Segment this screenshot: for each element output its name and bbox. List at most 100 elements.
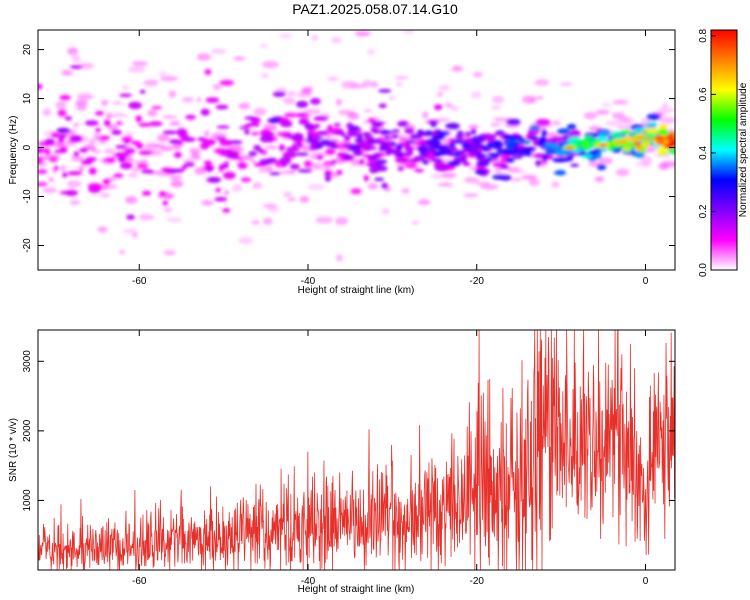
spectrogram-blob: [138, 214, 155, 221]
spectrogram-blob: [363, 145, 377, 151]
spectrogram-blob: [657, 137, 666, 141]
spectrogram-peak-core: [430, 141, 439, 145]
spectrogram-blob: [244, 129, 250, 135]
spectrogram-blob: [143, 79, 159, 87]
spectrogram-blob: [402, 159, 408, 164]
spectrogram-blob: [259, 158, 275, 165]
spectrogram-blob: [250, 159, 257, 164]
spectrogram-blob: [131, 232, 138, 238]
spectrogram-blob: [388, 95, 395, 100]
spectrogram-blob: [451, 152, 462, 157]
spectrogram-blob: [569, 129, 581, 138]
spectrogram-blob: [665, 133, 675, 140]
spectrogram-peak-core: [565, 146, 574, 150]
snr-y-tick-label: 2000: [22, 419, 33, 442]
spectrogram-blob: [449, 106, 460, 111]
spectrogram-blob: [413, 155, 426, 162]
spectrogram-blob: [499, 165, 510, 170]
spectrogram-blob: [285, 146, 300, 152]
spectrogram-blob: [362, 131, 372, 137]
spectrogram-blob: [97, 226, 108, 233]
spectrogram-blob: [169, 121, 181, 126]
spectrogram-blob: [330, 37, 342, 43]
spectrogram-blob: [69, 65, 83, 69]
spectrogram-blob: [640, 118, 651, 124]
spectrogram-blob: [46, 287, 61, 292]
spectrogram-blob: [123, 140, 130, 145]
spectrogram-blob: [435, 145, 445, 150]
spectrogram-blob: [490, 123, 502, 127]
spectrogram-blob: [311, 35, 319, 41]
spectrogram-blob: [620, 129, 632, 135]
spectrogram-blob: [185, 114, 197, 120]
spectrogram-blob: [347, 113, 360, 120]
spectrogram-x-tick-label: -20: [470, 276, 485, 287]
spectrogram-blob: [162, 115, 178, 120]
spectrogram-blob: [84, 120, 99, 126]
snr-x-tick-label: -60: [132, 576, 147, 587]
spectrogram-blob: [240, 177, 252, 183]
spectrogram-blob: [314, 115, 329, 120]
spectrogram-blob: [248, 151, 258, 157]
spectrogram-blob: [215, 187, 221, 193]
spectrogram-blob: [401, 188, 410, 194]
spectrogram-blob: [65, 189, 78, 197]
spectrogram-blob: [133, 161, 145, 165]
spectrogram-blob: [627, 137, 640, 142]
spectrogram-blob: [122, 228, 138, 234]
spectrogram-blob: [550, 144, 561, 149]
spectrogram-blob: [315, 216, 333, 224]
spectrogram-blob: [119, 93, 132, 98]
spectrogram-blob: [521, 95, 537, 104]
spectrogram-blob: [48, 177, 54, 182]
spectrogram-blob: [348, 125, 360, 132]
spectrogram-blob: [430, 158, 444, 163]
spectrogram-blob: [282, 151, 297, 159]
spectrogram-blob: [267, 206, 280, 213]
spectrogram-blob: [196, 53, 211, 61]
spectrogram-blob: [55, 101, 67, 109]
spectrogram-blob: [298, 143, 304, 148]
spectrogram-blob: [204, 130, 210, 138]
spectrogram-blob: [100, 193, 111, 198]
spectrogram-blob: [612, 100, 629, 105]
spectrogram-blob: [644, 122, 658, 127]
spectrogram-blob: [70, 156, 85, 162]
spectrogram-blob: [534, 79, 550, 86]
spectrogram-blob: [173, 151, 182, 158]
spectrogram-blob: [232, 184, 243, 192]
spectrogram-blob: [481, 146, 489, 152]
spectrogram-blob: [295, 112, 310, 118]
spectrogram-blob: [622, 145, 632, 153]
spectrogram-blob: [474, 169, 487, 175]
spectrogram-blob: [545, 132, 559, 138]
spectrogram-blob: [119, 250, 126, 255]
spectrogram-ticks: -60 -40 -20 0 -20 -10 0 10 20: [22, 30, 675, 287]
spectrogram-blob: [189, 148, 201, 155]
spectrogram-blob: [200, 108, 210, 116]
spectrogram-blob: [280, 120, 293, 128]
snr-xlabel: Height of straight line (km): [298, 584, 415, 595]
spectrogram-blob: [205, 165, 214, 172]
spectrogram-blob: [169, 174, 183, 181]
spectrogram-blob: [505, 158, 515, 163]
spectrogram-blob: [75, 99, 88, 107]
spectrogram-blob: [535, 160, 541, 167]
spectrogram-blob: [541, 129, 548, 137]
colorbar-tick-label: 0.8: [698, 28, 709, 42]
spectrogram-blob: [244, 116, 257, 120]
spectrogram-blob: [304, 160, 312, 168]
spectrogram-blob: [93, 133, 101, 141]
spectrogram-blob: [324, 175, 332, 182]
spectrogram-blob: [417, 130, 426, 136]
spectrogram-blob: [455, 134, 465, 140]
spectrogram-blob: [430, 174, 445, 179]
spectrogram-blob: [307, 134, 313, 141]
snr-ticks: -60 -40 -20 0 1000 2000 3000: [22, 330, 675, 587]
spectrogram-blob: [295, 152, 309, 156]
spectrogram-peak-core: [522, 148, 532, 152]
spectrogram-blob: [473, 71, 483, 78]
spectrogram-blob: [464, 177, 479, 183]
spectrogram-blob: [56, 133, 67, 139]
